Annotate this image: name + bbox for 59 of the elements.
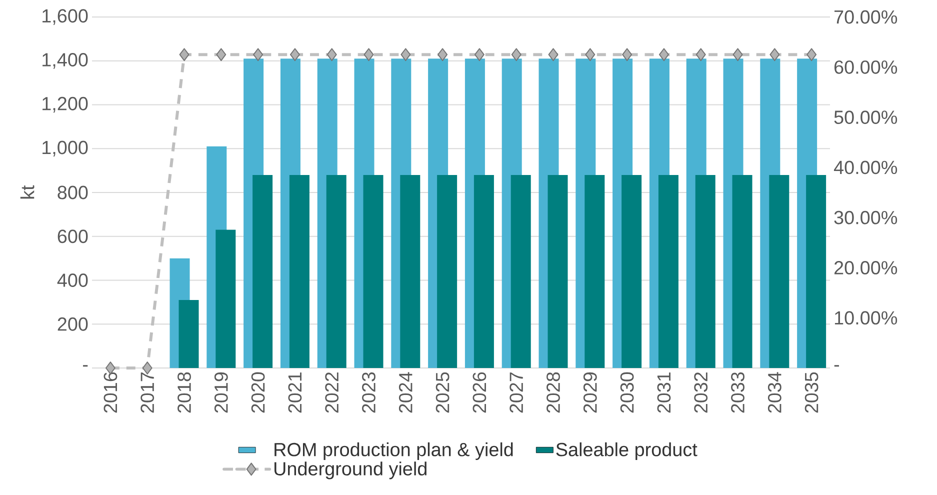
- x-tick-label: 2023: [362, 372, 376, 413]
- x-tick-label: 2033: [731, 372, 744, 413]
- y2-tick-label: 50.00%: [834, 110, 898, 124]
- y2-tick-label: 70.00%: [834, 10, 898, 24]
- x-tick-label: 2018: [178, 372, 191, 413]
- bar: [400, 174, 420, 368]
- x-tick-label: 2025: [436, 372, 450, 413]
- x-tick-label: 2030: [620, 372, 634, 413]
- y-tick-label: 1,400: [42, 53, 88, 69]
- bar: [548, 174, 568, 368]
- x-tick-label: 2027: [510, 372, 524, 413]
- bar: [732, 174, 752, 368]
- y2-tick-label: 20.00%: [834, 261, 898, 274]
- x-tick-label: 2026: [472, 372, 486, 413]
- x-tick-label: 2035: [804, 372, 818, 413]
- legend-label: ROM production plan & yield: [274, 442, 513, 460]
- y2-tick-label: -: [834, 365, 839, 367]
- y2-tick-label: 30.00%: [834, 210, 898, 224]
- bar: [289, 174, 310, 368]
- y2-tick-label: 40.00%: [834, 160, 898, 174]
- x-tick-label: 2024: [398, 372, 412, 413]
- bar: [363, 174, 384, 368]
- bar: [695, 174, 716, 368]
- x-tick-label: 2034: [768, 372, 782, 413]
- y-tick-label: 1,200: [42, 96, 88, 113]
- bar: [216, 230, 236, 368]
- bar: [178, 300, 199, 368]
- y-tick-label: 1,600: [42, 9, 88, 25]
- bar: [658, 174, 678, 368]
- y2-tick-label: 10.00%: [834, 311, 898, 325]
- x-tick-label: 2017: [140, 372, 154, 413]
- y-tick-label: 1,000: [42, 140, 88, 156]
- y-tick-label: 200: [58, 317, 88, 331]
- bar: [584, 174, 605, 368]
- bar: [326, 174, 346, 368]
- x-tick-label: 2028: [546, 372, 560, 413]
- bar: [769, 174, 790, 368]
- bar: [474, 174, 494, 368]
- bar: [806, 174, 826, 368]
- y-tick-label: 600: [58, 230, 88, 244]
- legend-label: Underground yield: [274, 462, 426, 480]
- y2-tick-label: 60.00%: [834, 60, 898, 74]
- bar: [252, 174, 273, 368]
- bar: [510, 174, 531, 368]
- x-tick-label: 2032: [694, 372, 708, 413]
- x-tick-label: 2016: [104, 372, 118, 413]
- x-tick-label: 2031: [657, 372, 671, 413]
- x-tick-label: 2029: [583, 372, 597, 413]
- y-tick-label: 400: [57, 274, 88, 287]
- y-axis-title: kt: [20, 185, 34, 199]
- legend-label: Saleable product: [556, 442, 698, 460]
- bar: [437, 174, 458, 368]
- x-tick-label: 2022: [325, 372, 339, 413]
- x-tick-label: 2021: [288, 372, 302, 413]
- x-tick-label: 2020: [251, 372, 265, 413]
- bar: [622, 174, 642, 368]
- x-tick-label: 2019: [214, 372, 228, 413]
- y-tick-label: 800: [58, 186, 88, 200]
- y-tick-label: -: [83, 365, 88, 367]
